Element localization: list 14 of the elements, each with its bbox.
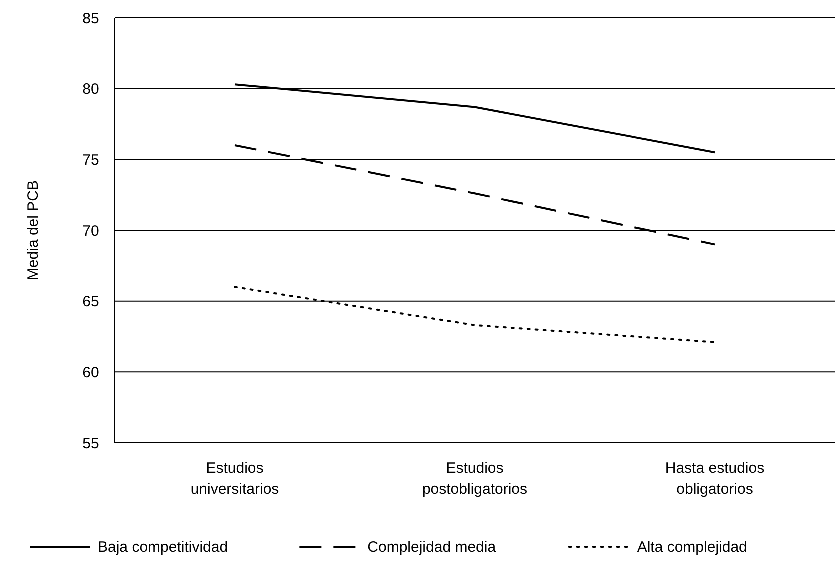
x-tick-label: Estudios postobligatorios xyxy=(422,460,528,498)
y-tick-label: 55 xyxy=(82,435,100,452)
y-tick-label: 70 xyxy=(82,222,100,240)
x-tick-label: Hasta estudios obligatorios xyxy=(665,460,765,498)
y-axis-title: Media del PCB xyxy=(25,180,42,281)
legend-label: Baja competitividad xyxy=(98,539,228,556)
y-tick-label: 75 xyxy=(82,152,100,169)
y-tick-label: 60 xyxy=(82,364,100,382)
y-tick-label: 85 xyxy=(82,10,100,28)
y-tick-label: 80 xyxy=(82,81,100,98)
x-tick-label: Estudios universitarios xyxy=(190,460,280,498)
y-tick-label: 65 xyxy=(82,294,100,311)
legend-label: Alta complejidad xyxy=(637,539,748,556)
legend-label: Complejidad media xyxy=(368,539,497,556)
